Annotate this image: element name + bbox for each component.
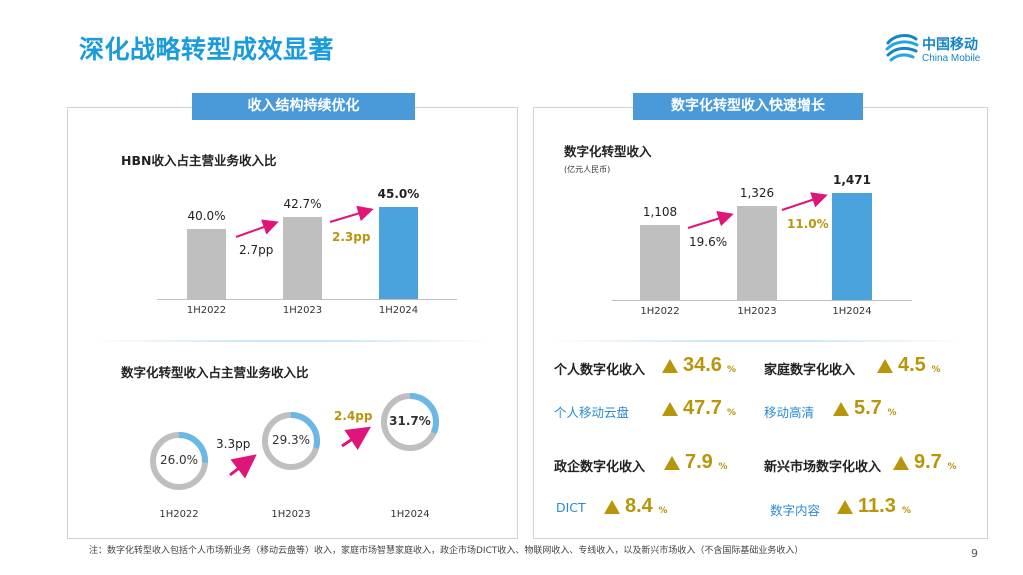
metric-unit: % bbox=[931, 365, 941, 375]
china-mobile-logo: 中国移动 China Mobile bbox=[884, 31, 994, 67]
metric-label: 政企数字化收入 bbox=[554, 460, 646, 475]
x-tick-label: 1H2022 bbox=[159, 509, 199, 520]
up-triangle-icon bbox=[837, 500, 853, 514]
donut-slice bbox=[381, 393, 439, 451]
up-triangle-icon bbox=[664, 456, 680, 470]
donut-slice bbox=[150, 432, 208, 490]
section-divider bbox=[548, 340, 968, 342]
left-panel-header: 收入结构持续优化 bbox=[192, 93, 415, 120]
bar bbox=[737, 205, 777, 300]
logo-text-en: China Mobile bbox=[922, 53, 981, 64]
x-tick-label: 1H2023 bbox=[737, 306, 777, 317]
logo-text-cn: 中国移动 bbox=[922, 37, 978, 53]
donut-value-label: 29.3% bbox=[271, 433, 311, 447]
x-tick-label: 1H2024 bbox=[390, 509, 430, 520]
donut-value-label: 26.0% bbox=[159, 453, 199, 467]
hbn-delta-1: 2.7pp bbox=[239, 243, 274, 257]
up-triangle-icon bbox=[604, 500, 620, 514]
x-tick-label: 1H2024 bbox=[832, 306, 872, 317]
x-tick-label: 1H2023 bbox=[271, 509, 311, 520]
revenue-delta-1: 19.6% bbox=[689, 235, 728, 249]
donut-slice bbox=[262, 412, 320, 470]
hbn-delta-2: 2.3pp bbox=[332, 230, 371, 244]
metric-label: 新兴市场数字化收入 bbox=[764, 460, 882, 475]
bar-value-label: 1,108 bbox=[642, 205, 678, 219]
bar bbox=[283, 217, 322, 299]
bar bbox=[640, 225, 680, 300]
donut-delta-1: 3.3pp bbox=[216, 437, 251, 451]
metric-label: 移动高清 bbox=[764, 405, 815, 420]
metric-unit: % bbox=[658, 506, 668, 516]
revenue-delta-2: 11.0% bbox=[787, 217, 829, 231]
metric-label: DICT bbox=[556, 500, 586, 515]
x-tick-label: 1H2024 bbox=[378, 305, 419, 316]
metric-label: 个人数字化收入 bbox=[554, 363, 646, 378]
up-triangle-icon bbox=[662, 359, 678, 373]
growth-arrow bbox=[341, 426, 371, 450]
metric-value: 5.7 bbox=[854, 397, 882, 419]
bar-value-label: 40.0% bbox=[187, 209, 226, 223]
growth-arrow bbox=[329, 205, 374, 223]
hbn-chart-title: HBN收入占主营业务收入比 bbox=[121, 153, 277, 168]
digital-revenue-unit: (亿元人民币) bbox=[564, 165, 611, 174]
metric-value: 47.7 bbox=[683, 397, 722, 419]
bar-value-label: 42.7% bbox=[283, 197, 322, 212]
metric-value: 9.7 bbox=[914, 451, 942, 473]
china-mobile-logo-icon bbox=[885, 34, 919, 62]
bar bbox=[187, 229, 226, 299]
metric-label: 家庭数字化收入 bbox=[764, 363, 856, 378]
x-tick-label: 1H2022 bbox=[186, 305, 227, 316]
metric-unit: % bbox=[718, 462, 728, 472]
up-triangle-icon bbox=[833, 402, 849, 416]
x-tick-label: 1H2022 bbox=[640, 306, 680, 317]
metric-value: 11.3 bbox=[858, 495, 896, 517]
x-tick-label: 1H2023 bbox=[282, 305, 323, 316]
donut-delta-2: 2.4pp bbox=[334, 409, 373, 423]
digital-revenue-chart-title: 数字化转型收入 bbox=[564, 144, 652, 159]
growth-arrow bbox=[781, 192, 828, 211]
bar-value-label: 45.0% bbox=[377, 187, 420, 201]
up-triangle-icon bbox=[893, 456, 909, 470]
metric-value: 8.4 bbox=[625, 495, 653, 517]
metric-unit: % bbox=[947, 462, 957, 472]
growth-arrow bbox=[229, 454, 257, 479]
up-triangle-icon bbox=[877, 359, 893, 373]
up-triangle-icon bbox=[662, 402, 678, 416]
page-title: 深化战略转型成效显著 bbox=[79, 35, 335, 64]
x-axis-line bbox=[157, 299, 457, 300]
metric-unit: % bbox=[887, 408, 897, 418]
metric-label: 个人移动云盘 bbox=[554, 405, 630, 420]
bar-value-label: 1,326 bbox=[739, 185, 775, 200]
page-number: 9 bbox=[971, 547, 978, 560]
metric-label: 数字内容 bbox=[770, 503, 821, 518]
metric-value: 7.9 bbox=[685, 451, 713, 473]
growth-arrow bbox=[687, 210, 734, 229]
metric-value: 34.6 bbox=[683, 354, 722, 376]
bar bbox=[832, 193, 872, 300]
section-divider bbox=[90, 340, 495, 342]
growth-arrow bbox=[235, 219, 279, 238]
bar-value-label: 1,471 bbox=[833, 173, 871, 187]
donut-value-label: 31.7% bbox=[389, 414, 431, 428]
digital-share-chart-title: 数字化转型收入占主营业务收入比 bbox=[121, 365, 309, 380]
x-axis-line bbox=[612, 300, 912, 301]
right-panel-header: 数字化转型收入快速增长 bbox=[633, 93, 863, 120]
footnote: 注：数字化转型收入包括个人市场新业务（移动云盘等）收入，家庭市场智慧家庭收入，政… bbox=[89, 546, 804, 556]
bar bbox=[379, 207, 418, 299]
metric-unit: % bbox=[727, 365, 737, 375]
metric-unit: % bbox=[902, 506, 912, 516]
metric-unit: % bbox=[727, 408, 737, 418]
metric-value: 4.5 bbox=[898, 354, 926, 376]
